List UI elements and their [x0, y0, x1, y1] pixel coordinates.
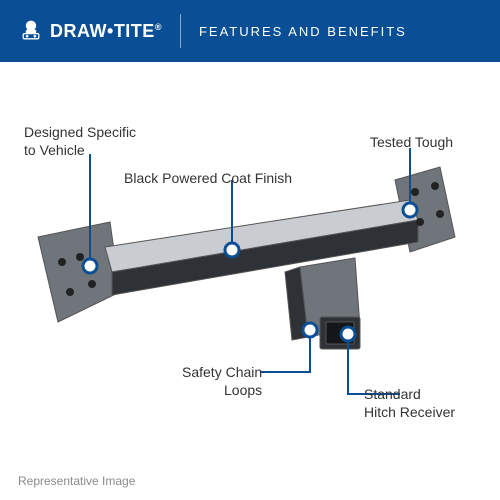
hitch-ball-icon — [18, 18, 44, 44]
callout-chain: Safety Chain Loops — [182, 364, 262, 399]
callout-designed: Designed Specific to Vehicle — [24, 124, 136, 159]
brand-logo: DRAW•TITE® — [18, 18, 162, 44]
callout-receiver: Standard Hitch Receiver — [364, 386, 455, 421]
callout-tested: Tested Tough — [370, 134, 453, 152]
header-bar: DRAW•TITE® FEATURES AND BENEFITS — [0, 0, 500, 62]
footer-bar: Representative Image — [0, 462, 500, 500]
footer-note: Representative Image — [18, 474, 135, 488]
header-divider — [180, 14, 181, 48]
brand-text: DRAW•TITE® — [50, 21, 162, 42]
hitch-illustration — [38, 167, 455, 349]
header-subtitle: FEATURES AND BENEFITS — [199, 24, 407, 39]
callout-finish: Black Powered Coat Finish — [124, 170, 292, 188]
diagram-stage: Designed Specific to Vehicle Black Powere… — [0, 62, 500, 462]
